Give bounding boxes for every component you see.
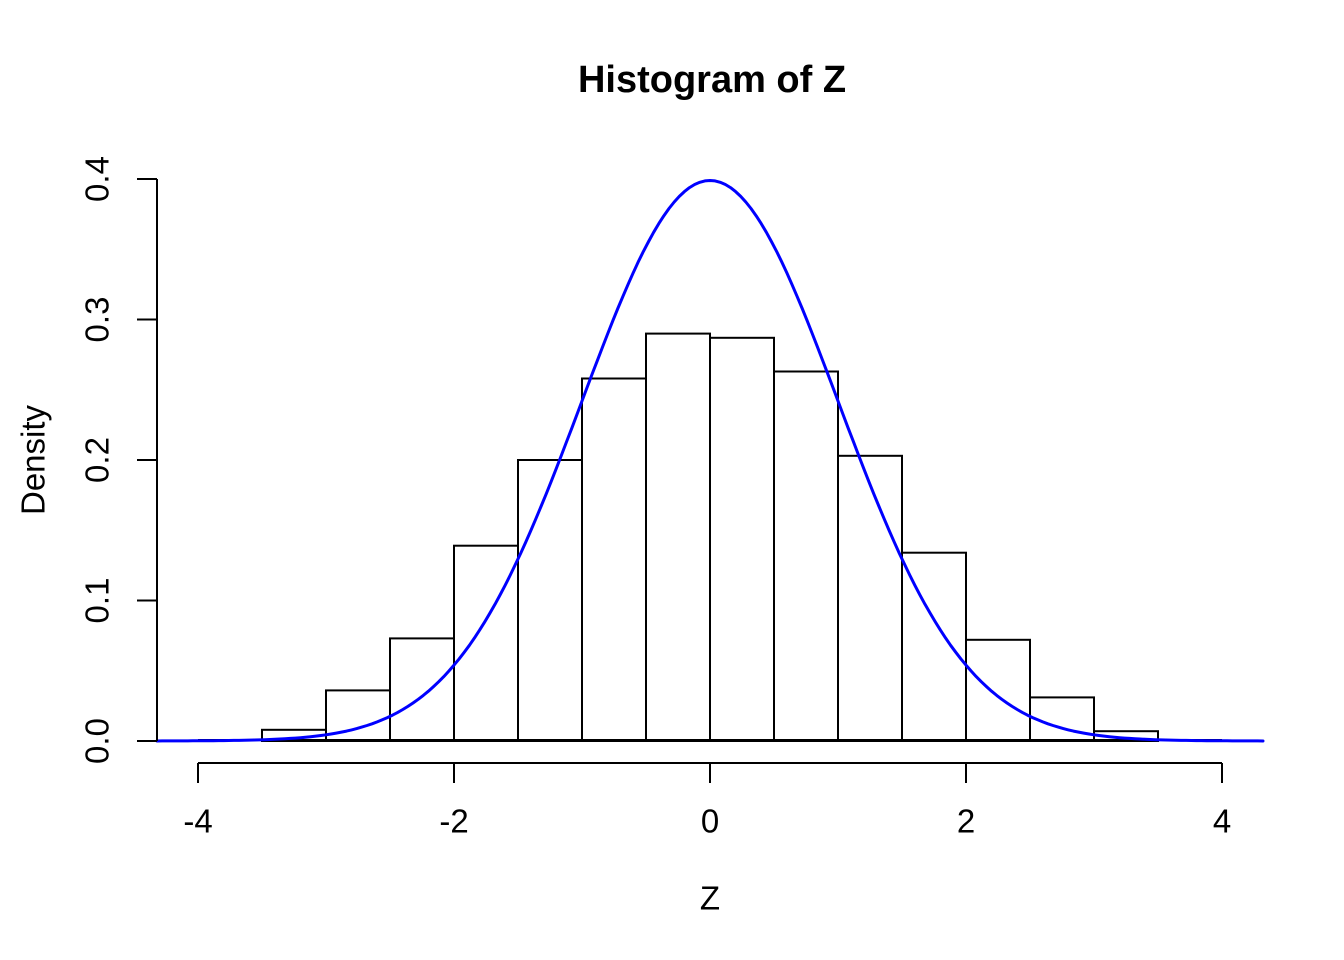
histogram-bar (389, 637, 455, 743)
x-tick-label: 0 (701, 803, 719, 840)
y-tick-label: 0.4 (79, 156, 116, 202)
x-axis: -4 -2 0 2 4 (183, 762, 1231, 840)
y-tick-label: 0.0 (79, 718, 116, 764)
y-tick-label: 0.3 (79, 297, 116, 343)
histogram-bar (517, 459, 583, 742)
y-axis: 0.0 0.1 0.2 0.3 0.4 (79, 156, 158, 764)
histogram-bar (645, 332, 711, 742)
histogram-bar (709, 336, 775, 742)
y-tick-label: 0.2 (79, 437, 116, 483)
normal-density-curve-group (155, 179, 1265, 743)
x-tick-label: 4 (1213, 803, 1231, 840)
x-tick-label: -2 (439, 803, 468, 840)
normal-density-curve (155, 179, 1265, 743)
x-axis-title: Z (700, 880, 720, 917)
histogram-bar (773, 370, 839, 742)
y-axis-title: Density (15, 404, 52, 515)
chart-title: Histogram of Z (578, 59, 846, 101)
x-tick-label: 2 (957, 803, 975, 840)
histogram-bar (581, 377, 647, 742)
x-tick-label: -4 (183, 803, 212, 840)
y-tick-label: 0.1 (79, 578, 116, 624)
histogram-bars (261, 332, 1159, 743)
histogram-bar (965, 638, 1031, 742)
histogram-bar (837, 454, 903, 742)
histogram-bar (453, 544, 519, 743)
